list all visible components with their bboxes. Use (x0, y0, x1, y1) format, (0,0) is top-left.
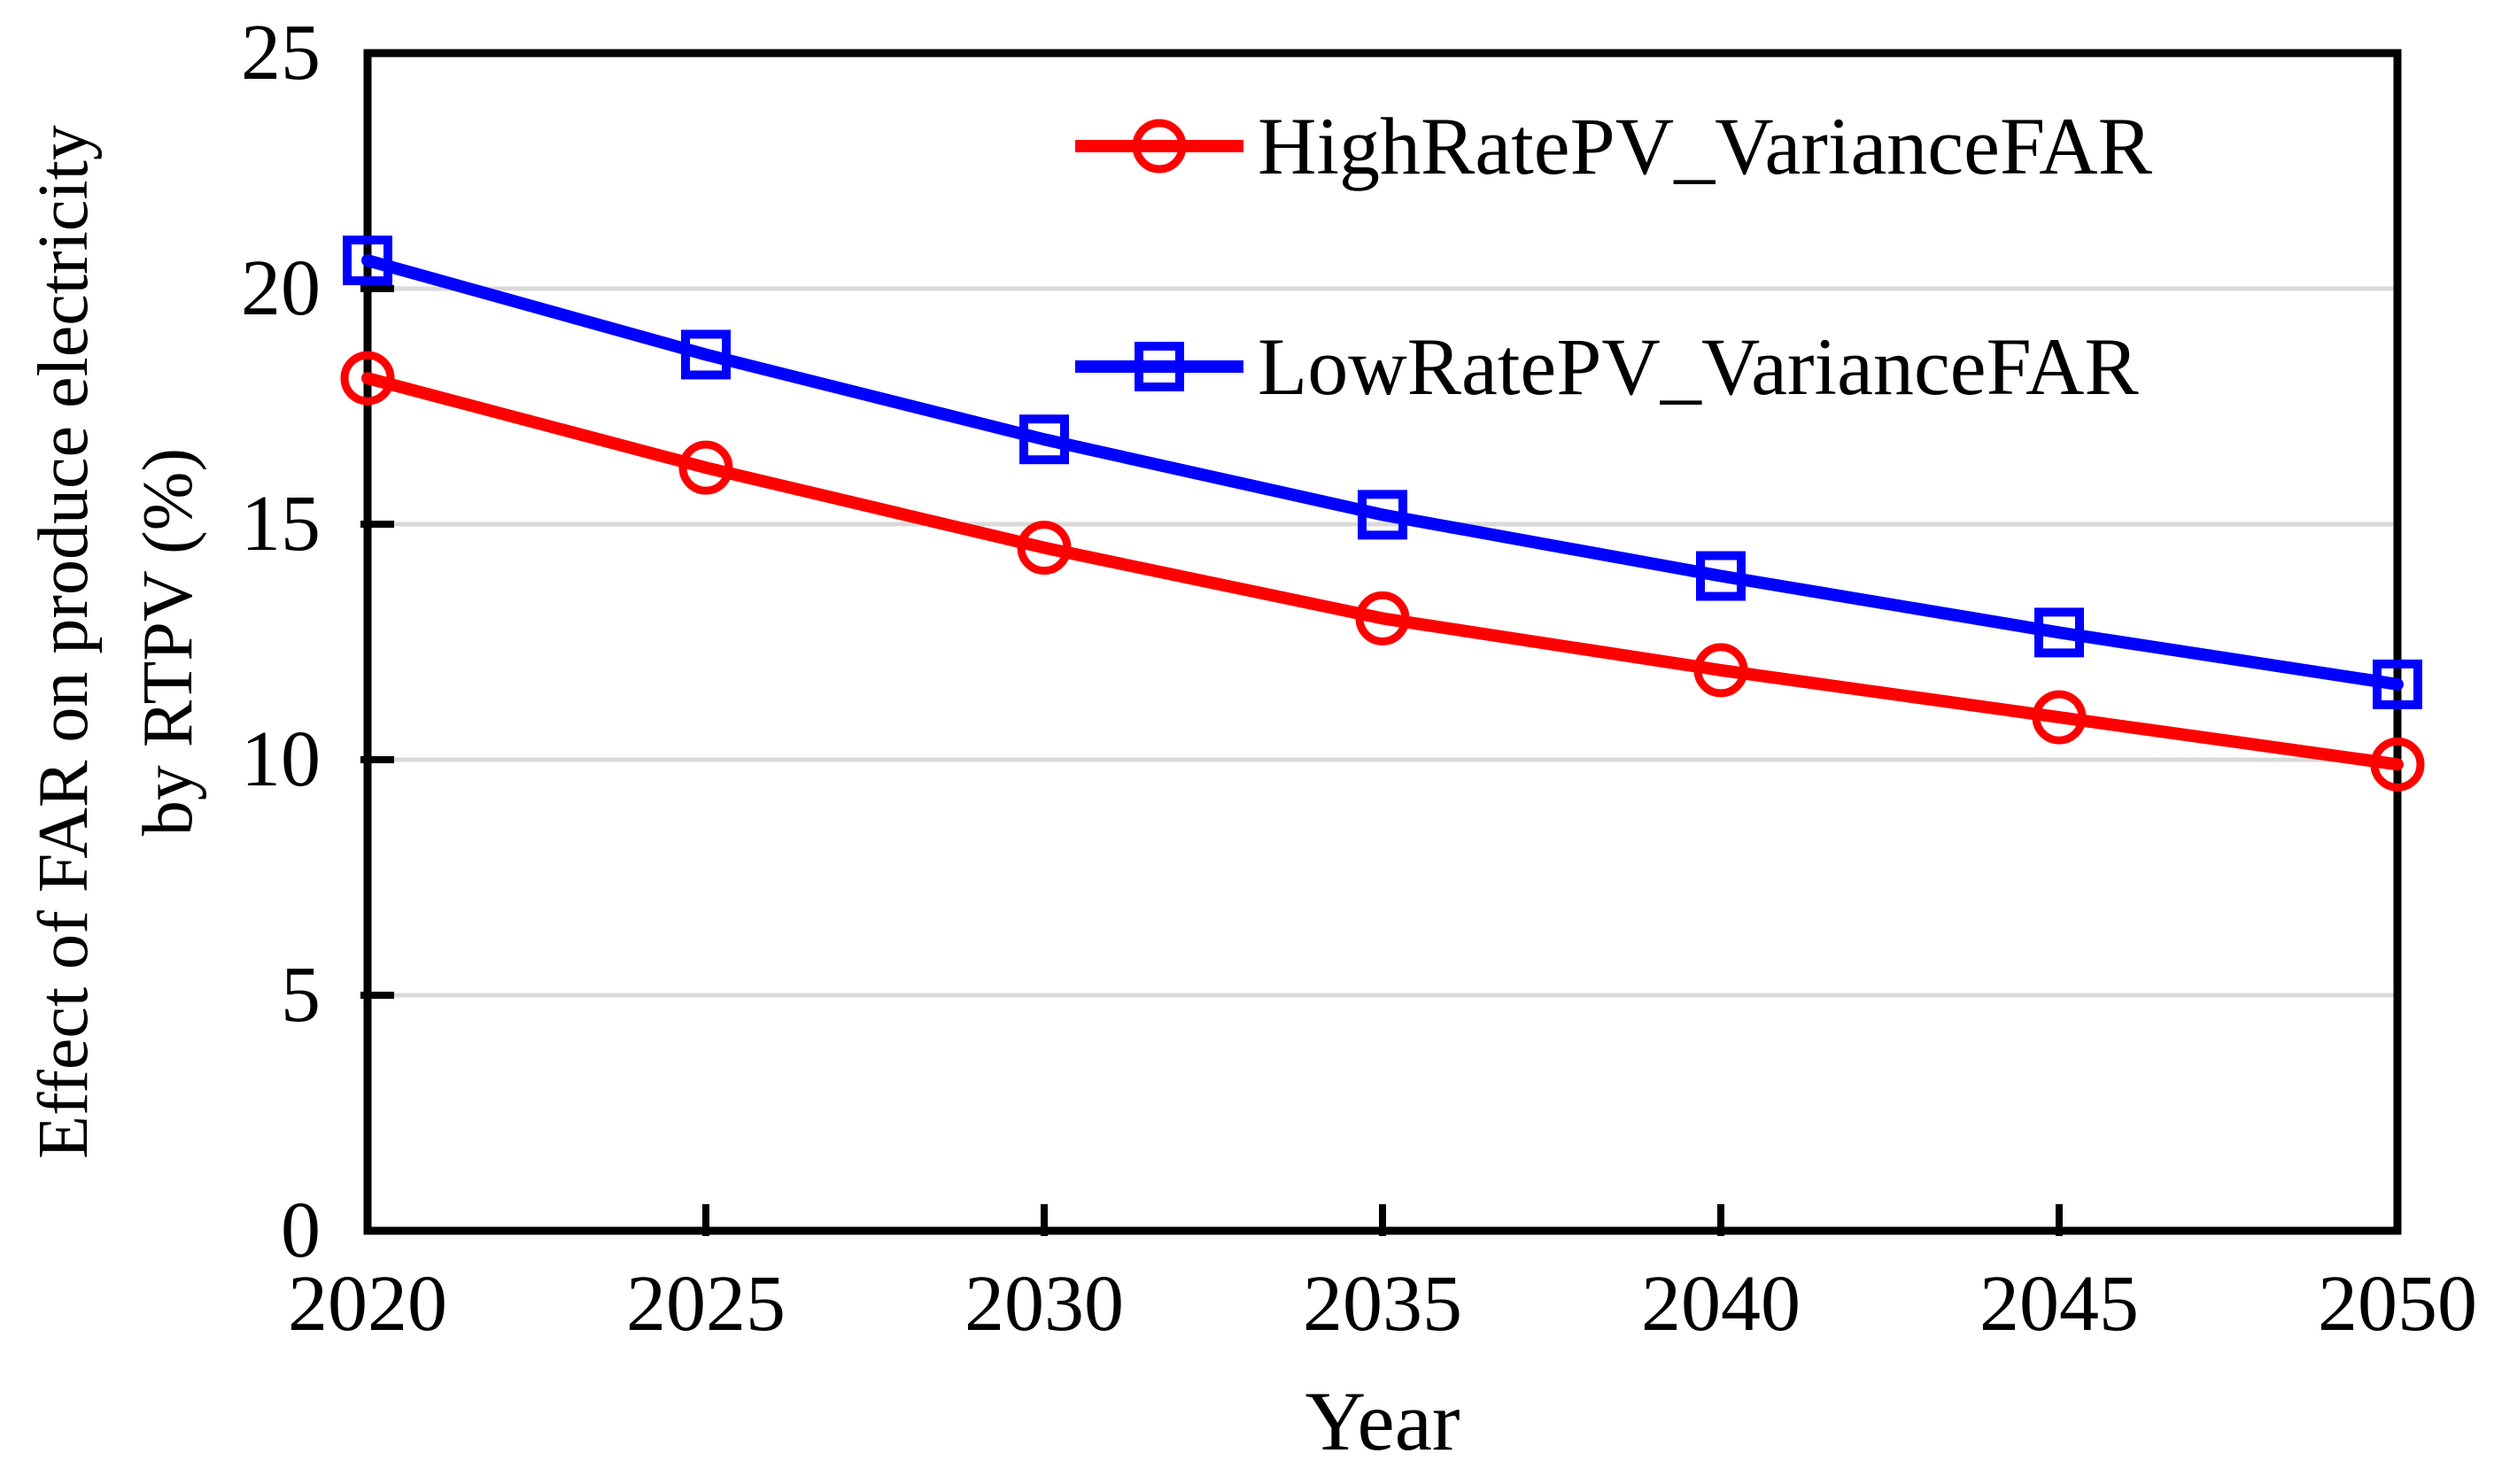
legend-line-square-marker-icon (1075, 342, 1243, 391)
legend-item-lowratepv: LowRatePV_VarianceFAR (1075, 318, 2139, 415)
data-marker-square-lowratepv-variancefar (2034, 607, 2084, 658)
data-marker-square-lowratepv-variancefar (343, 236, 392, 286)
data-marker-circle-highratepv-variancefar (2370, 737, 2425, 792)
y-tick-label: 5 (281, 951, 321, 1039)
x-tick-label: 2045 (1979, 1260, 2139, 1348)
data-marker-circle-highratepv-variancefar (1017, 521, 1072, 576)
data-marker-square-lowratepv-variancefar (1696, 551, 1746, 601)
x-tick-label: 2040 (1641, 1260, 1801, 1348)
legend-circle-marker-icon (1132, 119, 1187, 174)
y-tick-label: 15 (241, 480, 321, 568)
y-tick-label: 20 (241, 244, 321, 332)
data-marker-circle-highratepv-variancefar (1355, 591, 1410, 645)
y-tick-label: 10 (241, 715, 321, 803)
data-marker-circle-highratepv-variancefar (340, 351, 395, 406)
data-marker-circle-highratepv-variancefar (1693, 643, 1748, 698)
legend-item-highratepv: HighRatePV_VarianceFAR (1075, 97, 2152, 195)
data-marker-square-lowratepv-variancefar (1358, 490, 1407, 540)
x-tick-label: 2020 (288, 1260, 447, 1348)
series-line-lowratepv-variancefar (361, 254, 2404, 691)
legend-label-highratepv: HighRatePV_VarianceFAR (1258, 101, 2153, 191)
y-axis-title-line2: by RTPV (%) (129, 447, 207, 837)
data-marker-square-lowratepv-variancefar (681, 329, 731, 380)
y-axis-title-line1: Effect of FAR on produce electricity (25, 125, 103, 1159)
data-marker-square-lowratepv-variancefar (1019, 414, 1069, 465)
x-axis-title: Year (1305, 1374, 1460, 1468)
data-marker-circle-highratepv-variancefar (678, 440, 733, 495)
x-tick-label: 2030 (964, 1260, 1124, 1348)
data-marker-circle-highratepv-variancefar (2032, 690, 2087, 745)
plot-border (363, 49, 2402, 1235)
y-tick-label: 0 (281, 1186, 321, 1274)
legend-line-circle-marker-icon (1075, 119, 1243, 174)
x-tick-label: 2050 (2318, 1260, 2477, 1348)
series-line-highratepv-variancefar (361, 372, 2404, 771)
y-tick-label: 25 (241, 9, 321, 97)
legend-label-lowratepv: LowRatePV_VarianceFAR (1258, 321, 2139, 412)
legend-square-marker-icon (1135, 342, 1184, 391)
data-marker-square-lowratepv-variancefar (2373, 659, 2422, 709)
x-tick-label: 2035 (1303, 1260, 1462, 1348)
x-tick-label: 2025 (626, 1260, 786, 1348)
